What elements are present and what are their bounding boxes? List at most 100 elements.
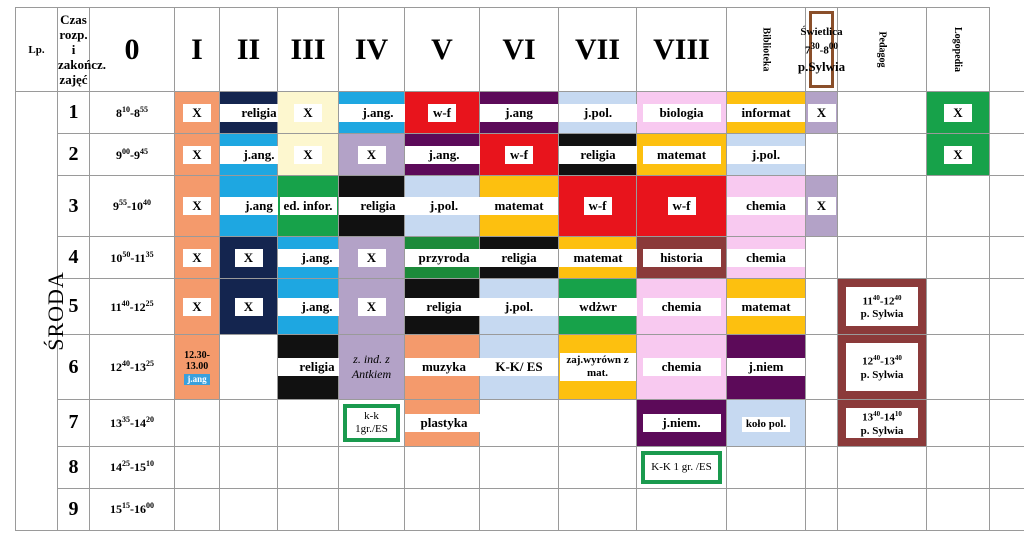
biblioteka-header: Biblioteka — [726, 7, 806, 92]
lesson-label: X — [294, 103, 322, 122]
lesson-label: chemia — [727, 248, 805, 267]
time-end-min: 55 — [140, 104, 148, 114]
lesson-label: chemia — [642, 358, 721, 376]
time-start-hour: 14 — [110, 460, 122, 475]
czas-header-line: zakończ. — [58, 57, 107, 72]
lesson-cell: w-f — [479, 133, 559, 176]
lesson-cell: j.ang — [479, 91, 559, 134]
swietlica-slot-time: 1340-1410 — [862, 410, 902, 424]
logopedia-header-label: Logopedia — [952, 26, 964, 73]
slot-end-hour: 14 — [883, 411, 895, 424]
lesson-cell: w-f — [404, 91, 480, 134]
lesson-label: X — [294, 145, 322, 164]
lesson-cell: j.pol. — [404, 175, 483, 237]
lesson-label: muzyka — [405, 358, 483, 376]
lesson-cell: religia — [404, 278, 483, 335]
class-header-8: VIII — [636, 7, 727, 92]
lesson-cell: K-K/ ES — [479, 334, 559, 400]
lesson-cell — [989, 278, 1024, 335]
time-end-hour: 16 — [134, 502, 146, 517]
lesson-cell — [479, 487, 559, 531]
lesson-cell — [926, 236, 990, 279]
lesson-time: 1515-1600 — [89, 487, 175, 531]
lesson-number: 2 — [57, 133, 90, 176]
slot-end-min: 10 — [894, 410, 902, 418]
time-end-min: 10 — [146, 459, 154, 469]
lesson-cell: 1240-1340 p. Sylwia — [837, 334, 927, 400]
lesson-cell — [837, 236, 927, 279]
class-header-3: III — [277, 7, 339, 92]
slot-end-min: 40 — [894, 293, 902, 302]
lesson-cell: przyroda — [404, 236, 483, 279]
lesson-cell — [926, 175, 990, 237]
lesson-cell: religia — [219, 91, 298, 134]
lesson-label: chemia — [727, 197, 805, 215]
lesson-cell: chemia — [726, 175, 806, 237]
czas-header-line: Czas — [60, 12, 87, 27]
time-start-hour: 9 — [113, 199, 119, 213]
time-start-min: 25 — [122, 459, 130, 469]
swietlica-slot-time: 1140-1240 — [862, 293, 902, 308]
lesson-label: X — [183, 103, 211, 122]
lesson-cell: j.niem. — [636, 399, 727, 447]
lesson-label: X — [944, 145, 972, 164]
lesson-cell: X — [174, 278, 220, 335]
lesson-cell: matemat — [558, 236, 637, 279]
lesson-cell: X — [174, 133, 220, 176]
lesson-cell: religia — [277, 334, 356, 400]
timetable-wrapper: Lp. Czas rozp. i zakończ. zajęć 0 I II I… — [15, 7, 1024, 531]
swietlica-title: Świetlica — [800, 26, 843, 39]
lesson-cell — [926, 334, 990, 400]
lesson-cell: X — [926, 133, 990, 176]
time-start-min: 55 — [119, 198, 127, 207]
group-slot: K-K 1 gr. /ES — [641, 450, 722, 484]
class-header-5: V — [404, 7, 480, 92]
lesson-label: k-k 1gr./ES — [355, 409, 388, 435]
early-subject-tag: j.ang — [184, 373, 210, 385]
lesson-label: X — [183, 197, 211, 215]
lesson-cell — [174, 399, 220, 447]
slot-start-min: 40 — [872, 293, 880, 302]
lesson-cell: religia — [338, 175, 417, 237]
lesson-cell: plastyka — [404, 399, 483, 447]
lesson-label: X — [807, 197, 836, 215]
lesson-label: j.ang. — [405, 145, 483, 164]
lesson-cell — [404, 487, 480, 531]
swietlica-slot-teacher: p. Sylwia — [860, 308, 904, 321]
lesson-cell: X — [219, 278, 278, 335]
time-end-hour: 13 — [134, 360, 146, 374]
lesson-label: j.pol. — [405, 197, 483, 215]
lesson-label: K-K 1 gr. /ES — [651, 460, 712, 473]
lesson-label: matemat — [559, 248, 637, 267]
lesson-cell — [636, 487, 727, 531]
lesson-cell — [805, 399, 838, 447]
time-start-min: 15 — [122, 501, 130, 511]
time-end-hour: 15 — [134, 460, 146, 475]
lesson-cell: 1140-1240 p. Sylwia — [837, 278, 927, 335]
swietlica-start-m: 30 — [810, 41, 820, 52]
lesson-label: j.pol. — [559, 103, 637, 122]
swietlica-teacher: p.Sylwia — [797, 58, 846, 74]
lesson-cell: j.pol. — [558, 91, 637, 134]
lesson-label: K-K/ ES — [480, 358, 558, 376]
lesson-cell — [219, 487, 278, 531]
lesson-label: informat — [727, 103, 805, 122]
lesson-cell: matemat — [636, 133, 727, 176]
lesson-cell — [805, 278, 838, 335]
pedagog-header-label: Pedagog — [876, 31, 888, 68]
lesson-cell: z. ind. z Antkiem — [338, 334, 405, 400]
swietlica-start-h: 7 — [805, 44, 811, 57]
lesson-cell: j.ang — [219, 175, 298, 237]
swietlica-slot: 1140-1240 p. Sylwia — [842, 283, 922, 330]
lesson-cell: k-k 1gr./ES — [338, 399, 405, 447]
timetable-row: 9 1515-1600 — [16, 487, 1024, 531]
lesson-cell — [479, 399, 559, 447]
time-end-hour: 9 — [134, 147, 140, 162]
swietlica-hours: 730-800 — [805, 41, 838, 57]
timetable-row: 6 1240-1325 12.30- 13.00 j.ang religia z. ind.… — [16, 334, 1024, 400]
lesson-label: religia — [405, 297, 483, 316]
time-end-hour: 8 — [134, 105, 140, 120]
time-end-min: 40 — [143, 198, 151, 207]
